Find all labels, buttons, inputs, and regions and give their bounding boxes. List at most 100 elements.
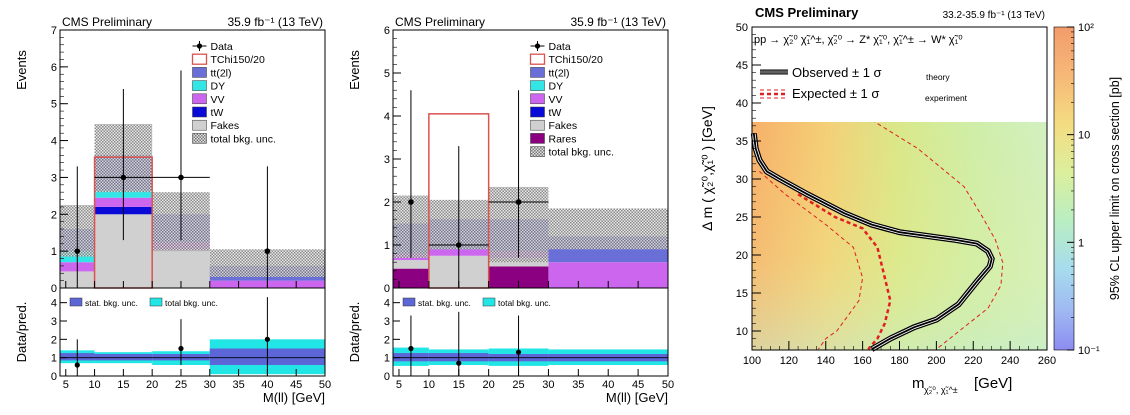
x-axis-label: M(ll) [GeV] (263, 390, 325, 405)
colorbar-label: 95% CL upper limit on cross section [pb] (1108, 77, 1122, 300)
ratio-point (264, 336, 270, 342)
x-tick-label: 40 (602, 379, 614, 391)
legend-swatch (530, 106, 545, 118)
x-tick-label: 180 (890, 355, 908, 367)
legend-swatch (192, 119, 207, 131)
ratio-frame (59, 287, 326, 377)
legend-swatch (530, 67, 545, 78)
ratio-legend-label: stat. bkg. unc. (85, 298, 138, 308)
x-tick-label: 140 (817, 355, 835, 367)
legend-data-marker (534, 43, 541, 49)
x-axis-label: m (912, 375, 925, 392)
y-tick-label: 0 (51, 283, 57, 295)
y-tick-label: 1 (51, 246, 57, 258)
ratio-y-tick-label: 1 (51, 353, 57, 365)
x-tick-label: 50 (319, 379, 331, 391)
x-tick-label: 15 (453, 379, 465, 391)
legend-label: Rares (549, 133, 577, 145)
y-tick-label: 3 (51, 172, 57, 184)
y-tick-label: 25 (736, 212, 748, 224)
x-tick-label: 25 (512, 379, 524, 391)
lumi-label: 35.9 fb⁻¹ (13 TeV) (571, 15, 667, 29)
ratio-y-tick-label: 0 (384, 371, 390, 383)
y-axis-label: Events (347, 50, 362, 90)
x-tick-label: 35 (572, 379, 584, 391)
legend-label: Fakes (211, 120, 240, 132)
y-tick-label: 2 (384, 197, 390, 209)
x-tick-label: 200 (927, 355, 945, 367)
x-tick-label: 160 (853, 355, 871, 367)
ratio-point (74, 362, 80, 368)
x-tick-label: 35 (232, 379, 244, 391)
y-tick-label: 4 (51, 136, 57, 148)
legend-swatch (192, 93, 207, 105)
y-tick-label: 10 (736, 326, 748, 338)
y-tick-label: 6 (384, 25, 390, 37)
y-tick-label: 7 (51, 25, 57, 37)
legend-label: DY (211, 81, 226, 93)
y-axis-label: Events (14, 50, 29, 90)
legend-label: TChi150/20 (211, 54, 265, 66)
legend-expected-sub: experiment (925, 93, 968, 103)
expected-plus-curve (806, 57, 1004, 350)
legend-label: total bkg. unc. (211, 133, 276, 145)
ratio-legend-stat-swatch (402, 297, 416, 307)
y-tick-label: 45 (736, 60, 748, 72)
ratio-frame (392, 287, 669, 377)
y-tick-label: 15 (736, 288, 748, 300)
legend-hatch-swatch (192, 133, 207, 144)
ratio-y-axis-label: Data/pred. (347, 302, 362, 363)
legend-label: Data (549, 41, 571, 53)
legend-data-marker (196, 43, 203, 49)
ratio-y-tick-label: 4 (51, 298, 57, 310)
ratio-y-tick-label: 2 (384, 334, 390, 346)
legend-label: total bkg. unc. (549, 147, 614, 159)
heatmap-area-overlay (752, 122, 1047, 350)
legend-label: DY (549, 81, 564, 93)
ratio-legend-total-swatch (149, 297, 163, 307)
x-tick-label: 50 (662, 379, 674, 391)
x-axis-label-sub: χ̃₂⁰, χ̃₁^± (924, 385, 958, 395)
legend-label: Data (211, 41, 233, 53)
expected-minus-curve (759, 171, 864, 350)
y-tick-label: 1 (384, 240, 390, 252)
colorbar-tick-label: 10 (1078, 130, 1090, 142)
legend-label: VV (549, 94, 563, 106)
panel-right: pp → χ̃₂⁰ χ̃₁^±, χ̃₂⁰ → Z* χ̃₁⁰, χ̃₁^± →… (699, 5, 1122, 395)
legend-observed-label: Observed ± 1 σ (792, 65, 882, 80)
data-point (74, 248, 81, 254)
expected-curve (797, 193, 892, 351)
ratio-legend-label: total bkg. unc. (165, 298, 218, 308)
legend-swatch (530, 80, 545, 91)
x-tick-label: 10 (88, 379, 100, 391)
data-point (515, 199, 522, 205)
legend-expected-label: Expected ± 1 σ (792, 86, 879, 101)
legend-observed-sub: theory (926, 72, 950, 82)
x-tick-label: 220 (964, 355, 982, 367)
colorbar-tick-label: 1 (1078, 237, 1084, 249)
legend-label: tW (549, 107, 562, 119)
legend-label: tW (211, 107, 224, 119)
y-tick-label: 0 (384, 283, 390, 295)
x-tick-label: 15 (117, 379, 129, 391)
legend-label: tt(2l) (211, 67, 232, 79)
data-point (264, 248, 271, 254)
legend-signal-swatch (529, 53, 546, 65)
legend-swatch (192, 67, 207, 78)
legend-swatch (192, 80, 207, 91)
x-tick-label: 240 (1001, 355, 1019, 367)
ratio-legend-total-swatch (482, 297, 496, 307)
ratio-point (515, 349, 522, 355)
y-tick-label: 50 (736, 22, 748, 34)
legend-swatch (530, 133, 545, 144)
y-tick-label: 6 (51, 62, 57, 74)
data-point (408, 199, 414, 205)
legend-signal-swatch (191, 53, 208, 65)
lumi-label: 35.9 fb⁻¹ (13 TeV) (228, 15, 324, 29)
legend-swatch (192, 106, 207, 118)
stack-bar-rares (393, 268, 429, 288)
colorbar-tick-label: 10⁻¹ (1078, 345, 1100, 357)
ratio-y-tick-label: 4 (384, 298, 390, 310)
